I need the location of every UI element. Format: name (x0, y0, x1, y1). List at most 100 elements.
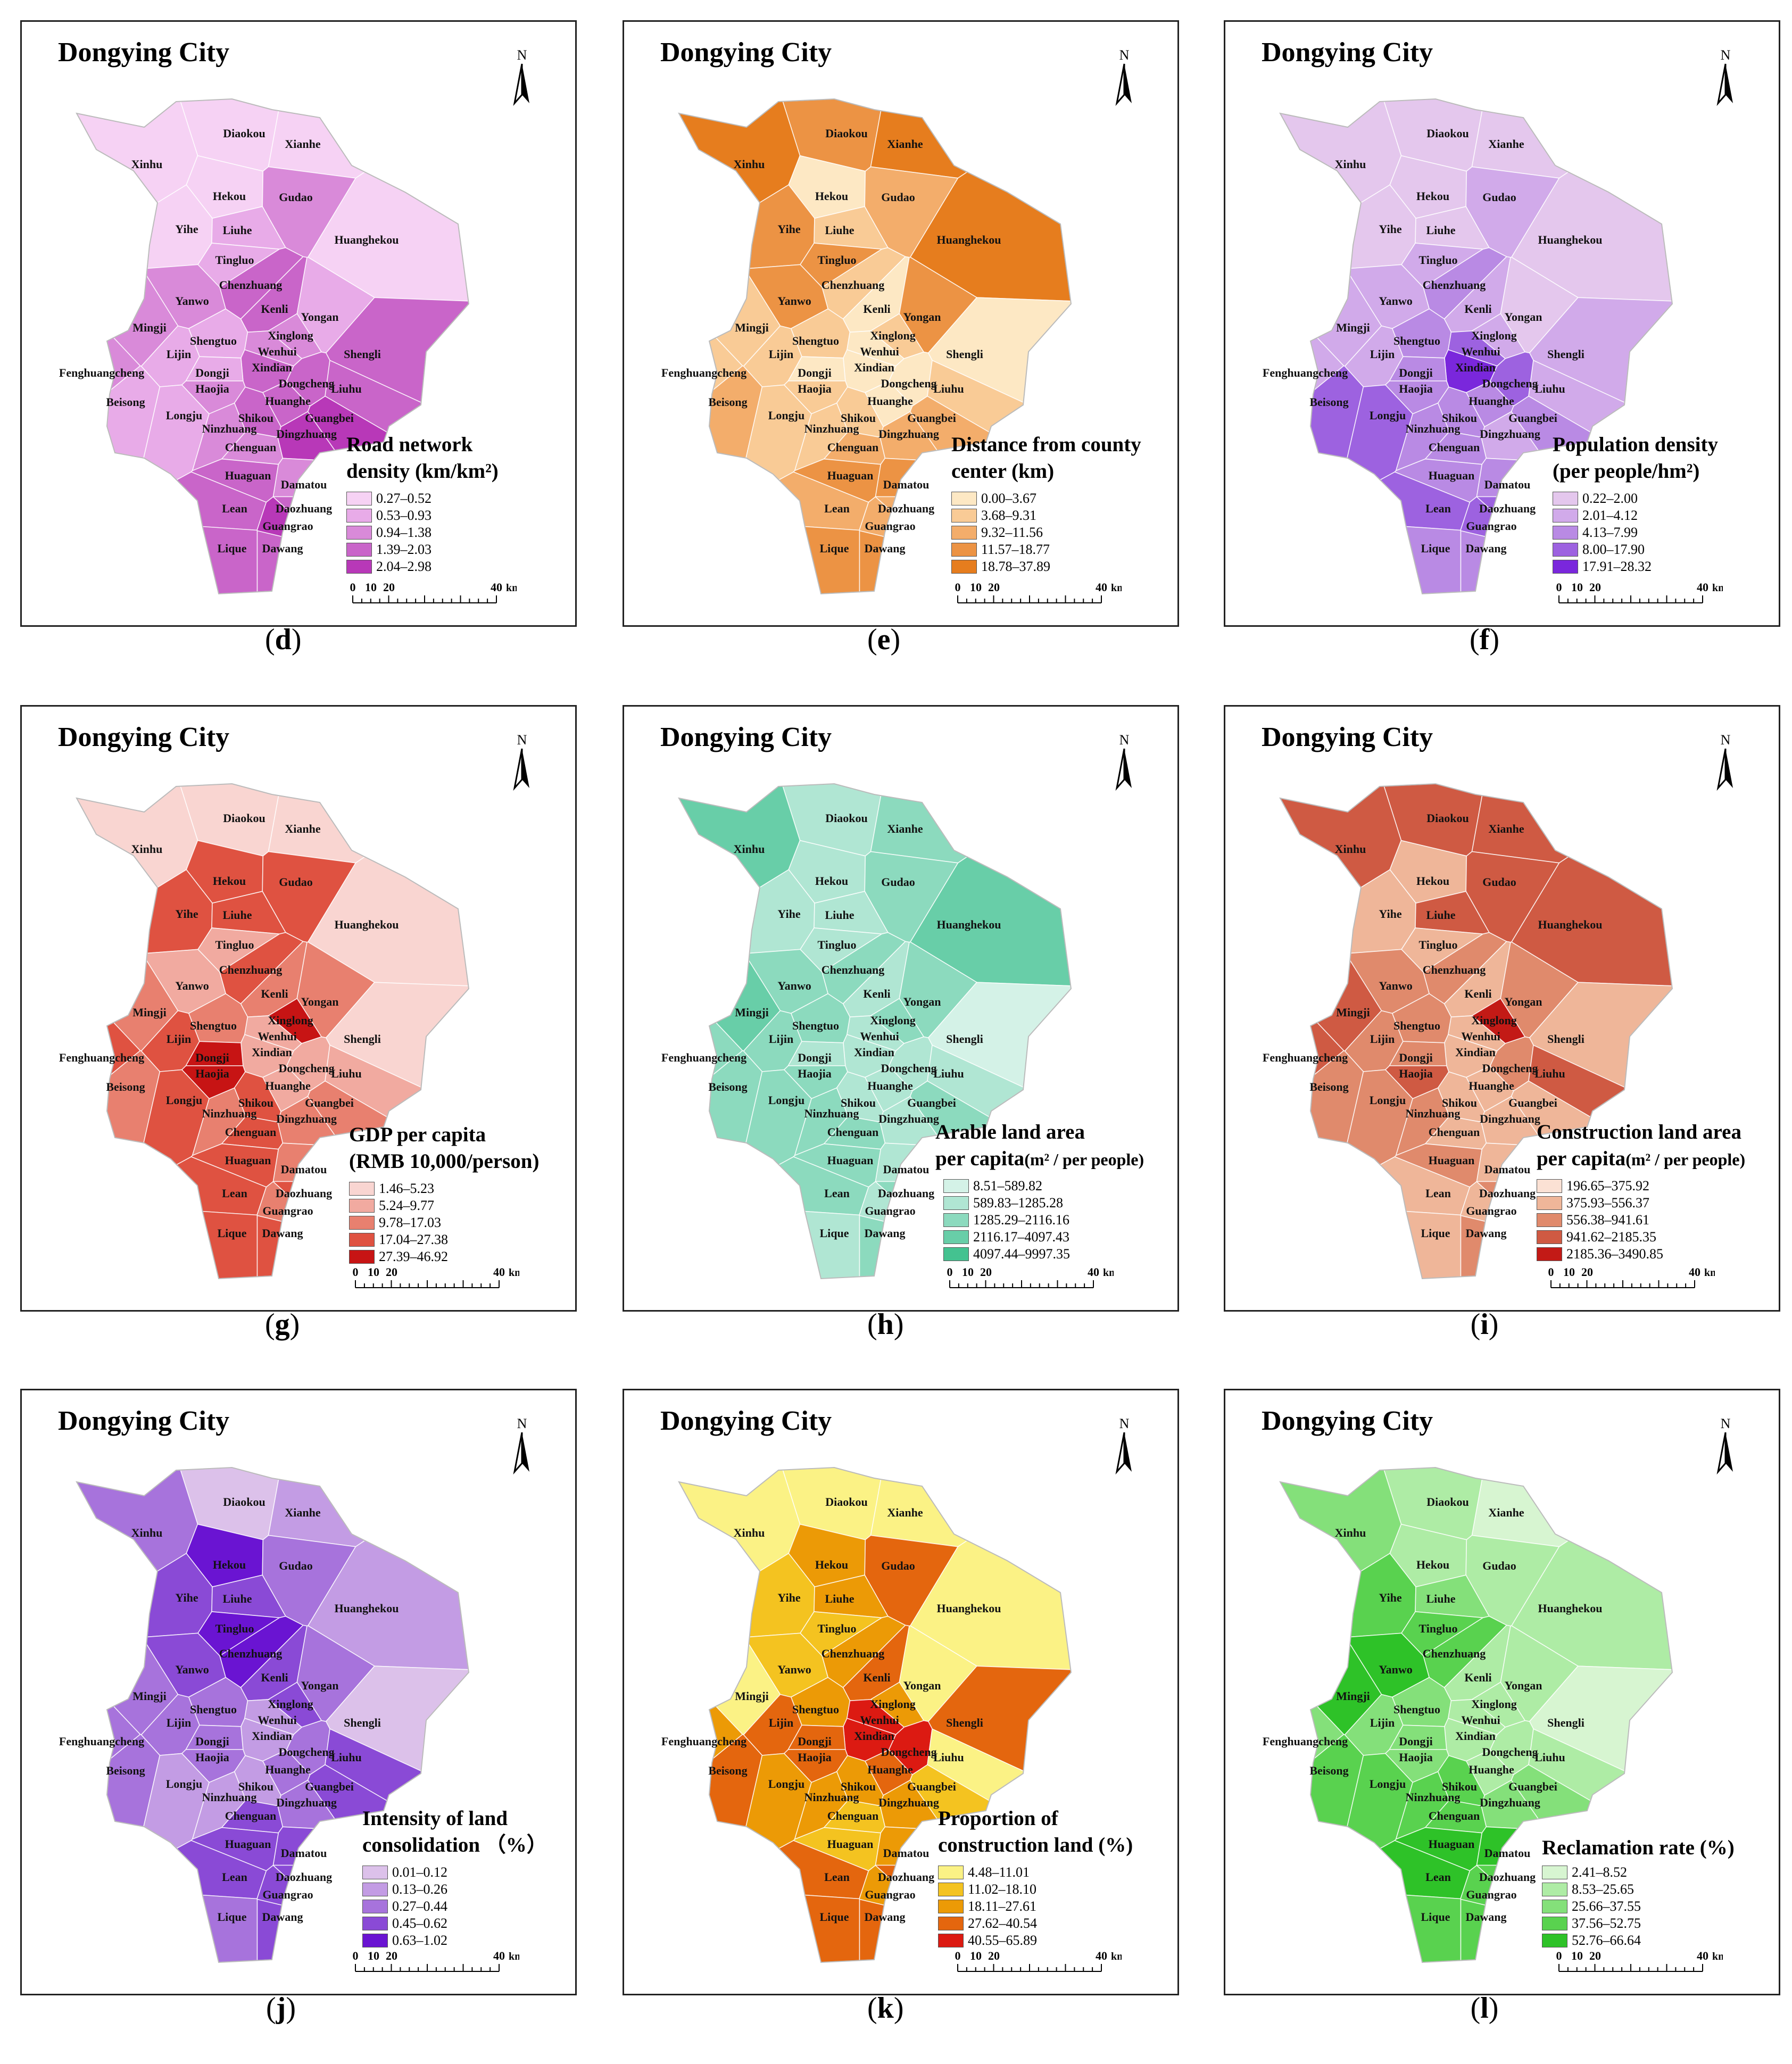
town-label: Xianhe (1488, 1506, 1524, 1519)
town-label: Damatou (1484, 478, 1531, 491)
legend-swatch (1542, 1900, 1567, 1913)
town-label: Wenhui (258, 345, 296, 358)
town-label: Dongji (195, 1051, 229, 1064)
scale-tick-label: 0 (1556, 1949, 1562, 1962)
town-label: Hekou (815, 1558, 848, 1571)
town-label: Daozhuang (276, 1187, 332, 1200)
town-label: Xindian (252, 361, 292, 374)
legend-swatch (951, 492, 977, 505)
legend-swatch (943, 1230, 969, 1244)
town-label: Tingluo (215, 253, 254, 267)
legend-swatch (951, 526, 977, 540)
legend-title: Proportion of construction land (%) (938, 1805, 1133, 1859)
scale-tick-label: 20 (386, 1949, 397, 1962)
legend-swatch (1553, 509, 1578, 523)
town-label: Lique (819, 1910, 849, 1924)
town-label: Daozhuang (878, 502, 934, 515)
choropleth-map: Diaokou Xianhe Xinhu Hekou Gudao Yihe Liuhe Hua… (59, 1466, 470, 1963)
town-label: Huanghe (867, 394, 913, 408)
town-label: Huanghe (867, 1079, 913, 1092)
town-label: Gudao (1482, 875, 1516, 889)
legend-swatch (1553, 492, 1578, 505)
town-label: Chenguan (1429, 441, 1480, 454)
town-label: Huaguan (225, 469, 271, 482)
north-label: N (1119, 732, 1130, 748)
town-label: Liuhe (222, 908, 252, 922)
town-label: Shengli (946, 347, 983, 361)
town-label: Wenhui (860, 1030, 899, 1043)
map-panel-e: Diaokou Xianhe Xinhu Hekou Gudao Yihe Liuhe Hua… (623, 20, 1179, 627)
map-title: Dongying City (1262, 722, 1433, 752)
town-label: Fenghuangcheng (59, 1051, 144, 1064)
town-label: Yihe (175, 907, 198, 921)
scale-tick-label: 20 (980, 1265, 992, 1279)
legend-item: 4.13–7.99 (1553, 524, 1652, 541)
legend-title-line: GDP per capita (349, 1123, 486, 1146)
town-label: Mingji (735, 321, 769, 334)
town-label: Ninzhuang (202, 422, 257, 435)
town-label: Ninzhuang (1406, 1791, 1461, 1804)
town-label: Dongji (1399, 1735, 1433, 1748)
town-label: Guangrao (865, 519, 915, 533)
town-label: Dingzhuang (1480, 1112, 1540, 1125)
town-label: Huanghekou (1538, 233, 1602, 246)
scale-tick-label: 0 (350, 581, 356, 594)
panel-caption: (d) (265, 623, 302, 656)
town-label: Liuhu (331, 382, 362, 395)
north-label: N (1119, 1416, 1130, 1431)
town-label: Shengtuo (1393, 1019, 1440, 1032)
town-label: Haojia (798, 1067, 832, 1080)
legend-swatch (938, 1900, 964, 1913)
legend-item: 5.24–9.77 (349, 1197, 448, 1214)
town-label: Dingzhuang (1480, 1796, 1540, 1809)
town-label: Huaguan (225, 1154, 271, 1167)
map-title: Dongying City (58, 1406, 230, 1436)
north-label: N (1119, 47, 1130, 63)
town-label: Yanwo (1379, 1663, 1413, 1676)
town-label: Daozhuang (878, 1870, 934, 1884)
north-arrow-icon: N (1716, 47, 1733, 106)
town-label: Beisong (708, 1080, 747, 1093)
scale-tick-label: 10 (970, 1949, 982, 1962)
town-label: Dawang (1465, 1910, 1506, 1924)
town-label: Yihe (777, 1591, 800, 1604)
town-label: Shengli (1547, 1032, 1584, 1046)
legend-label: 2116.17–4097.43 (973, 1229, 1070, 1245)
town-label: Shengli (946, 1716, 983, 1729)
town-label: Yihe (777, 222, 800, 236)
town-label: Dongcheng (881, 1062, 936, 1075)
town-label: Dongcheng (278, 1062, 334, 1075)
legend-label: 52.76–66.64 (1572, 1933, 1641, 1948)
town-label: Tingluo (1419, 253, 1458, 267)
scale-unit: km (1103, 1267, 1114, 1279)
town-label: Diaokou (825, 1495, 867, 1508)
north-label: N (1721, 1416, 1731, 1431)
town-label: Ninzhuang (1406, 1107, 1461, 1120)
town-label: Tingluo (1419, 1622, 1458, 1635)
scale-unit: km (509, 1267, 519, 1279)
legend-swatch (1542, 1917, 1567, 1930)
town-label: Dongcheng (1482, 1062, 1538, 1075)
legend-swatch (1542, 1934, 1567, 1947)
legend-swatch (346, 526, 372, 540)
legend-label: 375.93–556.37 (1566, 1195, 1649, 1211)
town-label: Lean (1425, 502, 1451, 515)
town-label: Yongan (903, 310, 941, 324)
legend-item: 0.45–0.62 (362, 1915, 447, 1932)
town-label: Wenhui (860, 345, 899, 358)
town-label: Xinhu (734, 158, 765, 171)
town-label: Gudao (1482, 1559, 1516, 1572)
legend-label: 4.48–11.01 (968, 1864, 1030, 1880)
town-label: Shengli (1547, 347, 1584, 361)
town-label: Guangbei (305, 1096, 354, 1109)
region-dawang (859, 530, 885, 593)
town-label: Shengli (344, 1032, 381, 1046)
town-label: Liuhe (1426, 908, 1455, 922)
scale-tick-label: 40 (1096, 1949, 1107, 1962)
town-label: Xinhu (1335, 842, 1366, 856)
town-label: Hekou (1416, 189, 1449, 203)
legend-label: 3.68–9.31 (981, 508, 1036, 523)
town-label: Xianhe (887, 137, 923, 151)
town-label: Xinglong (268, 329, 313, 342)
town-label: Chenguan (225, 441, 277, 454)
